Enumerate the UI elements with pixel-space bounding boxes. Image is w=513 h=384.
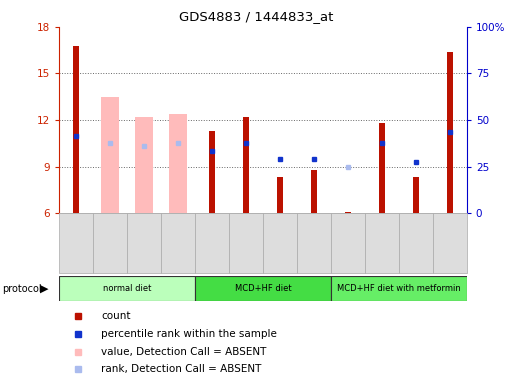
Text: GSM878125: GSM878125 (379, 215, 385, 258)
Bar (59, 276, 195, 301)
Bar (134, 117, 153, 213)
Text: rank, Detection Call = ABSENT: rank, Detection Call = ABSENT (101, 364, 261, 374)
Bar (101, 97, 120, 213)
Text: GDS4883 / 1444833_at: GDS4883 / 1444833_at (180, 10, 333, 23)
Text: count: count (101, 311, 130, 321)
Text: GSM878124: GSM878124 (345, 215, 351, 258)
Bar (195, 276, 331, 301)
Text: normal diet: normal diet (103, 285, 151, 293)
Text: percentile rank within the sample: percentile rank within the sample (101, 329, 277, 339)
Bar (447, 52, 453, 213)
Text: GSM878123: GSM878123 (311, 215, 317, 258)
Text: MCD+HF diet with metformin: MCD+HF diet with metformin (337, 285, 461, 293)
Text: ▶: ▶ (40, 284, 48, 294)
Text: GSM878122: GSM878122 (277, 215, 283, 258)
Bar (73, 46, 79, 213)
Bar (379, 123, 385, 213)
Bar (169, 114, 187, 213)
Text: GSM878117: GSM878117 (107, 215, 113, 258)
Text: GSM878118: GSM878118 (141, 215, 147, 258)
Bar (243, 117, 249, 213)
Bar (331, 276, 467, 301)
Bar (277, 177, 283, 213)
Bar (345, 212, 351, 213)
Text: GSM878119: GSM878119 (175, 215, 181, 258)
Text: protocol: protocol (3, 284, 42, 294)
Text: GSM878126: GSM878126 (413, 215, 419, 258)
Text: GSM878121: GSM878121 (243, 215, 249, 258)
Text: GSM878127: GSM878127 (447, 215, 453, 258)
Bar (209, 131, 215, 213)
Text: GSM878120: GSM878120 (209, 215, 215, 258)
Text: MCD+HF diet: MCD+HF diet (234, 285, 291, 293)
Text: GSM878116: GSM878116 (73, 215, 79, 258)
Text: value, Detection Call = ABSENT: value, Detection Call = ABSENT (101, 347, 266, 357)
Bar (413, 177, 419, 213)
Bar (311, 170, 317, 213)
